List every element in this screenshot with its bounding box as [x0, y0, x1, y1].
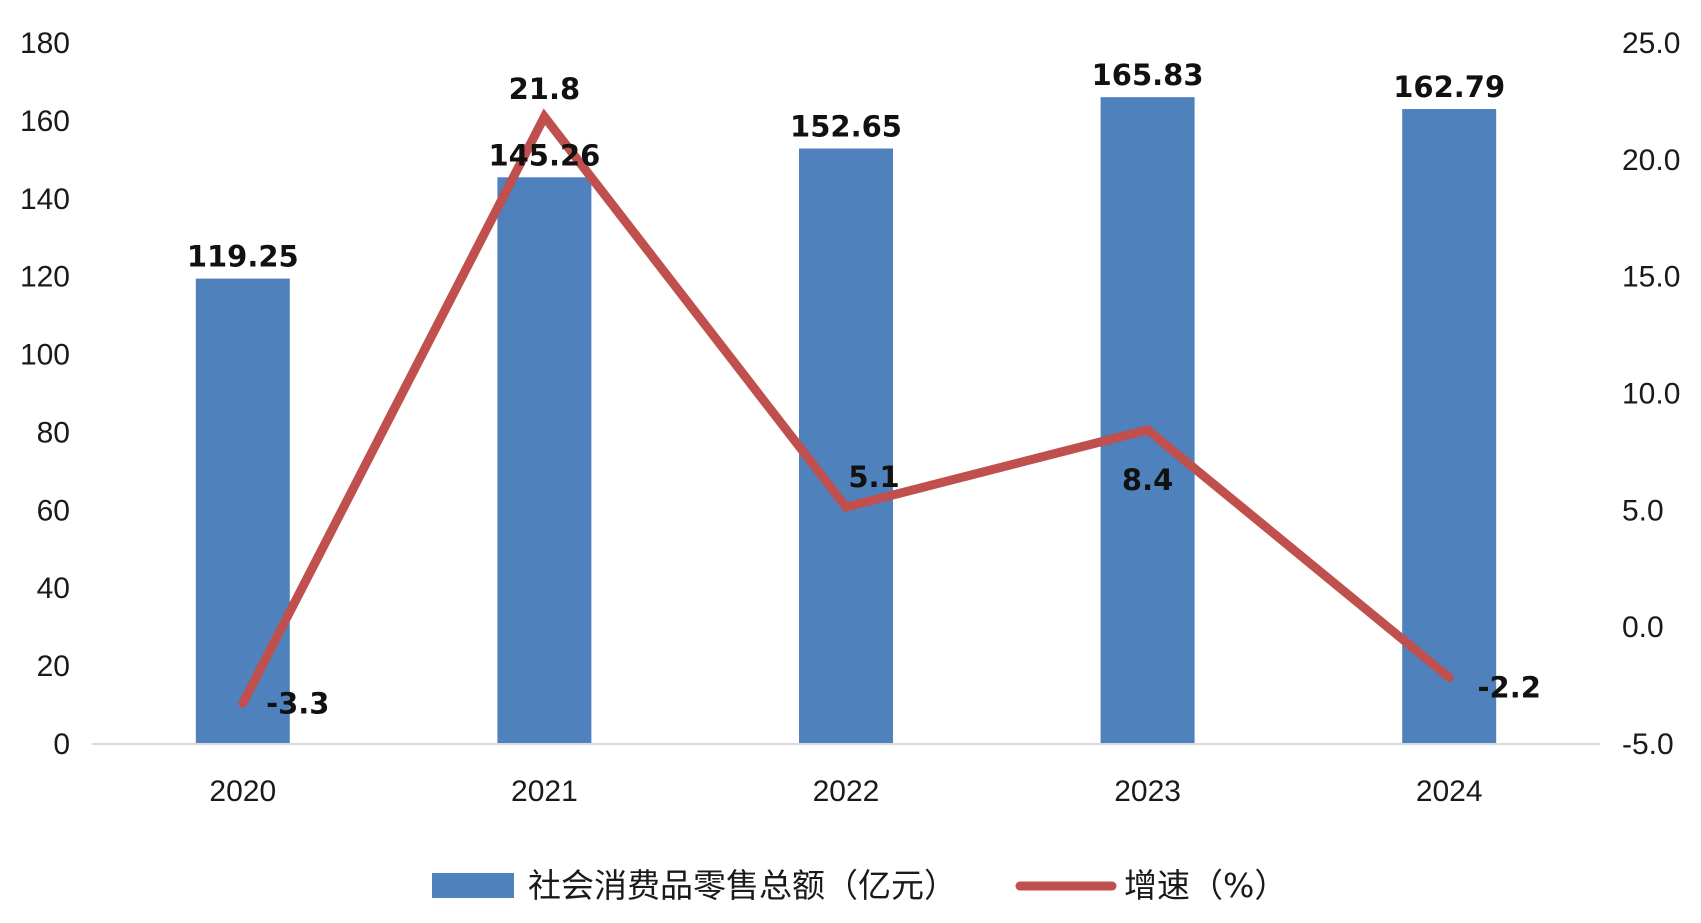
bar [1402, 109, 1497, 744]
left-axis-tick-label: 0 [53, 728, 70, 761]
left-axis-tick-label: 80 [37, 416, 70, 449]
bar-data-label: 119.25 [187, 240, 299, 274]
line-data-label: 21.8 [509, 72, 581, 106]
left-axis-tick-label: 160 [20, 105, 70, 138]
left-axis-tick-label: 180 [20, 27, 70, 60]
right-axis-tick-label: 20.0 [1622, 144, 1680, 177]
line-data-label: -3.3 [266, 686, 329, 720]
bar [1100, 97, 1195, 744]
x-axis-tick-label: 2021 [511, 775, 578, 808]
bar-data-label: 145.26 [488, 138, 600, 172]
right-axis-tick-label: 15.0 [1622, 261, 1680, 294]
legend: 社会消费品零售总额（亿元） 增速（%） [432, 866, 1287, 905]
bar-data-label: 162.79 [1393, 70, 1505, 104]
left-axis-tick-label: 20 [37, 650, 70, 683]
bar-data-label: 152.65 [790, 110, 902, 144]
left-axis-tick-label: 40 [37, 572, 70, 605]
left-axis-tick-label: 140 [20, 183, 70, 216]
bar [497, 177, 592, 744]
left-axis-ticks: 0 20 40 60 80 100 120 140 160 180 [20, 27, 70, 761]
x-axis-tick-label: 2023 [1114, 775, 1181, 808]
line-series [238, 108, 1454, 708]
line-data-label: 8.4 [1122, 463, 1173, 497]
bar [195, 278, 290, 743]
legend-line-label: 增速（%） [1124, 866, 1287, 905]
left-axis-tick-label: 100 [20, 339, 70, 372]
bar [799, 148, 893, 743]
x-axis-tick-label: 2020 [209, 775, 276, 808]
line-data-label: 5.1 [848, 460, 899, 494]
left-axis-tick-label: 120 [20, 261, 70, 294]
left-axis-tick-label: 60 [37, 494, 70, 527]
bar-data-labels: 119.25 145.26 152.65 165.83 162.79 [187, 58, 1505, 273]
bar-data-label: 165.83 [1092, 58, 1204, 92]
legend-bar-label: 社会消费品零售总额（亿元） [528, 866, 957, 905]
x-axis-tick-label: 2024 [1416, 775, 1483, 808]
right-axis-ticks: -5.0 0.0 5.0 10.0 15.0 20.0 25.0 [1622, 27, 1680, 761]
right-axis-tick-label: -5.0 [1622, 728, 1674, 761]
line-data-label: -2.2 [1477, 671, 1540, 705]
growth-line [238, 108, 1454, 708]
right-axis-tick-label: 25.0 [1622, 27, 1680, 60]
x-axis-tick-label: 2022 [813, 775, 880, 808]
right-axis-tick-label: 10.0 [1622, 378, 1680, 411]
bar-series [195, 97, 1497, 744]
right-axis-tick-label: 0.0 [1622, 611, 1664, 644]
line-data-labels: -3.3 21.8 5.1 8.4 -2.2 [266, 72, 1541, 721]
right-axis-tick-label: 5.0 [1622, 494, 1664, 527]
x-axis-ticks: 2020 2021 2022 2023 2024 [209, 775, 1482, 808]
legend-bar-swatch [432, 873, 514, 898]
